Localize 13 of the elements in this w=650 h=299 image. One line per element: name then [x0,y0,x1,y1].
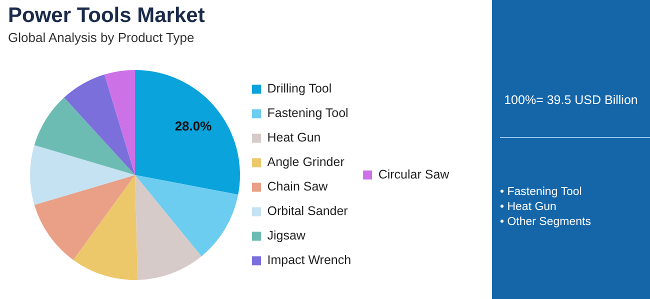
legend-label: Angle Grinder [267,155,344,170]
legend-label: Heat Gun [267,130,321,145]
legend-label: Chain Saw [267,180,329,194]
legend-label: Orbital Sander [267,204,348,218]
chart-subtitle: Global Analysis by Product Type [8,30,194,45]
side-panel: 100%= 39.5 USD Billion • Fastening Tool • Heat Gun • Other Segments [492,0,650,299]
legend-label: Impact Wrench [267,253,352,268]
legend-label: Jigsaw [267,228,306,243]
data-label: 28.0% [174,118,212,134]
legend-label: Drilling Tool [267,82,332,96]
chart-title: Power Tools Market [8,4,205,28]
legend-label: Circular Saw [378,167,450,182]
legend-label: Fastening Tool [267,106,348,120]
